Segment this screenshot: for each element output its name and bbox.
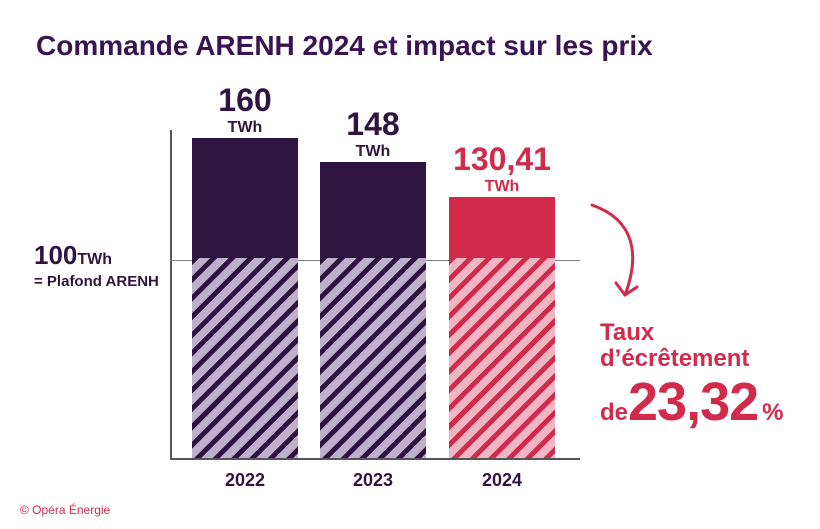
bar-hatched (192, 258, 298, 458)
bar-solid (449, 197, 555, 258)
y-axis (170, 130, 172, 460)
callout-big-value: 23,32 (628, 372, 758, 432)
bar-x-label: 2024 (482, 470, 522, 491)
bar-value-label: 130,41TWh (402, 141, 602, 196)
chart-plot-area: 160TWh2022148TWh2023130,41TWh2024 (170, 130, 580, 460)
callout-block: Taux d’écrêtement de23,32% (600, 320, 800, 433)
callout-line-1: Taux (600, 320, 800, 346)
plafond-label-block: 100TWh = Plafond ARENH (34, 240, 164, 290)
arrow-icon (580, 195, 660, 315)
callout-prefix: de (600, 399, 628, 426)
bar-2024 (449, 197, 555, 458)
bar-hatched (320, 258, 426, 458)
plafond-unit: TWh (77, 251, 112, 268)
bar-x-label: 2023 (353, 470, 393, 491)
callout-suffix: % (762, 399, 783, 426)
x-axis (170, 458, 580, 460)
bar-value: 148 (346, 106, 399, 142)
plafond-subtitle: = Plafond ARENH (34, 273, 164, 290)
plafond-value: 100 (34, 240, 77, 270)
credit-line: © Opéra Énergie (20, 503, 110, 517)
bar-unit: TWh (402, 178, 602, 196)
bar-value: 160 (218, 82, 271, 118)
bar-x-label: 2022 (225, 470, 265, 491)
callout-line-3: de23,32% (600, 371, 800, 433)
bar-value: 130,41 (453, 141, 551, 177)
bar-2023 (320, 162, 426, 458)
callout-line-2: d’écrêtement (600, 346, 800, 372)
bar-hatched (449, 258, 555, 458)
chart-title: Commande ARENH 2024 et impact sur les pr… (36, 30, 653, 62)
bar-2022 (192, 138, 298, 458)
